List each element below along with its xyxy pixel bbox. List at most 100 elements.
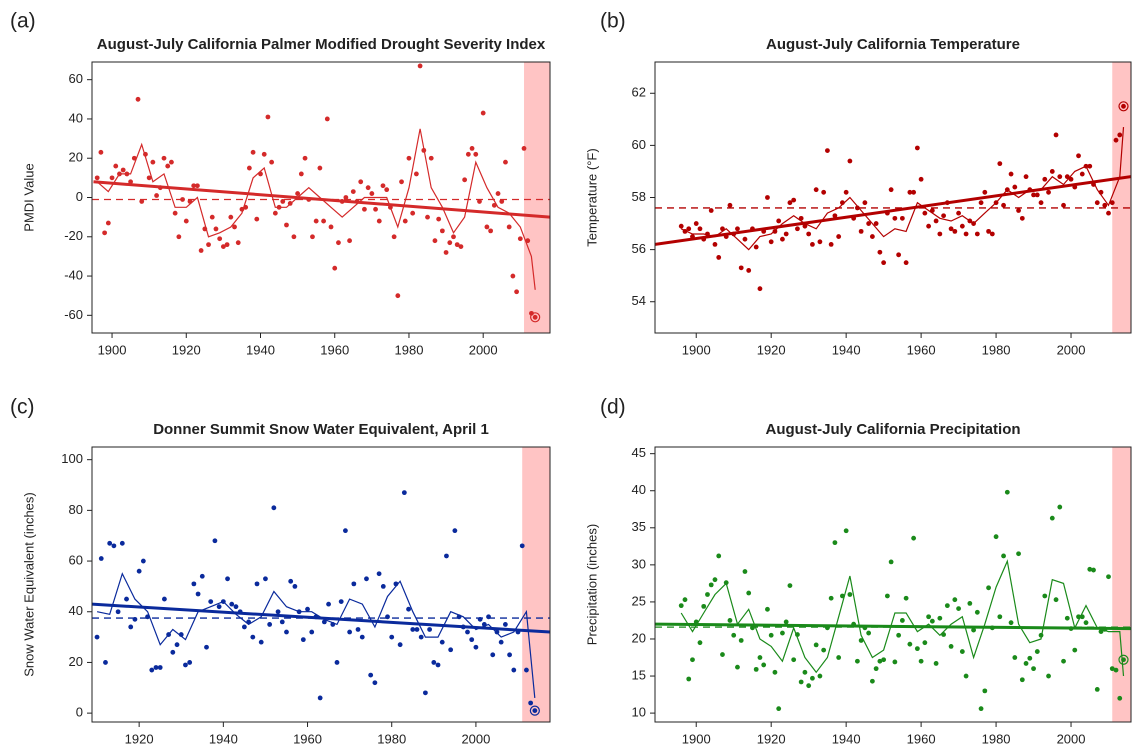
data-point bbox=[287, 200, 293, 206]
data-point bbox=[328, 224, 334, 230]
data-point bbox=[873, 666, 879, 672]
data-point bbox=[365, 185, 371, 191]
x-tick-label: 1980 bbox=[377, 731, 406, 746]
data-point bbox=[933, 218, 939, 224]
plot-area bbox=[92, 62, 550, 333]
data-point bbox=[911, 535, 917, 541]
data-point bbox=[514, 289, 519, 295]
data-point bbox=[1042, 176, 1048, 182]
data-point bbox=[432, 238, 438, 244]
data-point bbox=[832, 540, 838, 546]
data-point bbox=[896, 252, 902, 258]
data-point bbox=[1008, 620, 1014, 626]
data-point bbox=[178, 632, 184, 637]
data-point bbox=[258, 639, 264, 645]
data-point bbox=[686, 226, 692, 232]
data-point bbox=[971, 627, 976, 633]
data-point bbox=[338, 599, 344, 605]
data-point bbox=[798, 215, 804, 221]
data-point bbox=[810, 242, 815, 247]
data-point bbox=[488, 228, 494, 234]
data-point bbox=[832, 213, 838, 219]
data-point bbox=[444, 553, 449, 559]
data-point bbox=[469, 146, 475, 151]
data-point bbox=[869, 234, 875, 239]
data-point bbox=[191, 581, 197, 587]
data-point bbox=[246, 165, 252, 171]
x-tick-label: 1900 bbox=[682, 342, 711, 357]
data-point bbox=[528, 700, 534, 706]
data-point bbox=[712, 242, 718, 247]
data-point bbox=[413, 171, 419, 177]
highlight-band bbox=[1112, 447, 1131, 722]
data-point bbox=[458, 244, 464, 249]
data-point bbox=[384, 187, 390, 193]
data-point bbox=[1083, 620, 1089, 626]
data-point bbox=[170, 649, 176, 655]
data-point bbox=[866, 221, 872, 226]
data-point bbox=[480, 110, 486, 116]
data-point bbox=[757, 286, 763, 292]
data-point bbox=[368, 672, 374, 678]
data-point bbox=[1072, 647, 1078, 653]
data-point bbox=[907, 641, 913, 647]
data-point bbox=[1079, 614, 1085, 620]
data-point bbox=[495, 191, 501, 196]
data-point bbox=[941, 632, 946, 637]
x-tick-label: 1920 bbox=[757, 342, 786, 357]
data-point bbox=[768, 632, 774, 638]
data-point bbox=[791, 657, 797, 663]
data-point bbox=[491, 202, 497, 208]
data-point bbox=[967, 218, 973, 224]
data-point bbox=[1102, 626, 1108, 632]
panel-title: Donner Summit Snow Water Equivalent, Apr… bbox=[153, 421, 489, 438]
data-point bbox=[705, 592, 710, 597]
data-point bbox=[460, 624, 466, 630]
data-point bbox=[918, 658, 924, 664]
plot-area bbox=[92, 447, 550, 722]
data-point bbox=[263, 576, 268, 582]
data-point bbox=[914, 145, 920, 151]
data-point bbox=[862, 625, 868, 631]
data-point bbox=[817, 673, 823, 679]
data-point bbox=[373, 206, 378, 212]
data-point bbox=[477, 616, 483, 622]
data-point bbox=[690, 657, 695, 663]
data-point bbox=[213, 226, 219, 232]
data-point bbox=[451, 234, 456, 240]
data-point bbox=[358, 179, 364, 185]
data-point bbox=[372, 680, 378, 686]
data-point bbox=[326, 601, 331, 607]
data-point bbox=[716, 255, 722, 260]
data-point bbox=[284, 222, 289, 228]
data-point bbox=[305, 606, 310, 612]
data-point bbox=[1117, 132, 1123, 138]
data-point bbox=[903, 595, 909, 601]
data-point bbox=[989, 231, 995, 237]
data-point bbox=[708, 208, 714, 213]
data-point bbox=[217, 236, 223, 242]
data-point bbox=[447, 240, 453, 246]
data-point bbox=[1064, 174, 1070, 180]
data-point bbox=[376, 571, 382, 577]
data-point bbox=[109, 175, 115, 181]
data-point bbox=[701, 236, 707, 242]
data-point bbox=[354, 199, 360, 204]
data-point bbox=[107, 540, 113, 546]
y-axis-label: Snow Water Equivalent (inches) bbox=[21, 492, 36, 677]
smooth-line bbox=[96, 128, 536, 290]
data-point bbox=[486, 614, 491, 620]
data-point bbox=[948, 643, 954, 649]
y-tick-label: 0 bbox=[76, 705, 83, 720]
y-tick-label: 54 bbox=[632, 293, 646, 308]
data-point bbox=[254, 581, 260, 587]
data-point bbox=[465, 151, 471, 157]
data-point bbox=[944, 603, 950, 609]
data-point bbox=[397, 642, 403, 648]
data-point bbox=[309, 629, 315, 635]
data-point bbox=[862, 200, 868, 206]
data-point bbox=[750, 226, 755, 232]
data-point bbox=[768, 239, 774, 245]
data-point bbox=[195, 591, 201, 597]
data-point bbox=[926, 614, 932, 620]
